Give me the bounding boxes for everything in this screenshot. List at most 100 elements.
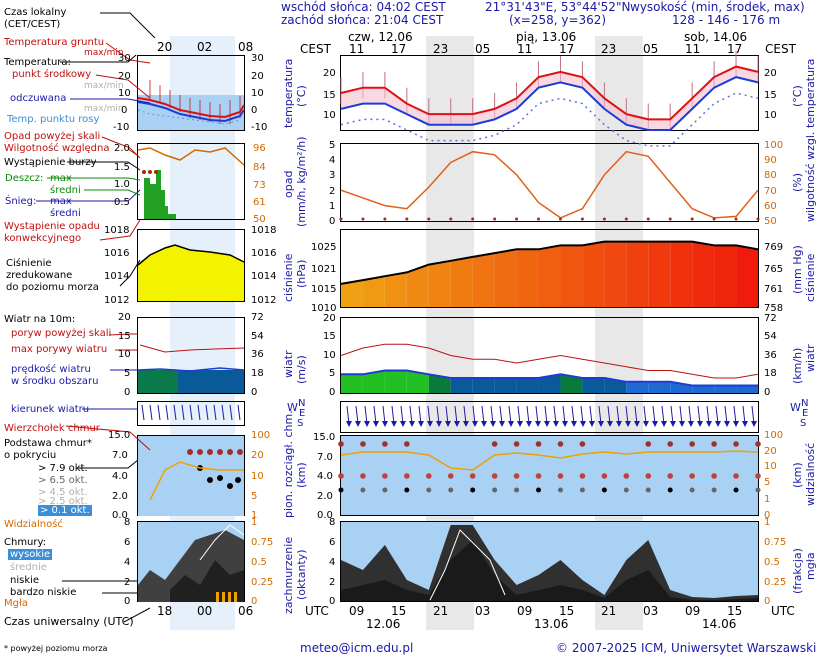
vis-axis-label: widzialność [804, 442, 817, 506]
legend-okt01: > 0.1 okt. [38, 505, 92, 516]
legend-felt: odczuwana [10, 93, 67, 104]
press-left-1: 1021 [311, 264, 337, 275]
prec-left-4: 1 [329, 201, 336, 212]
precip-point [558, 217, 562, 221]
temp-max-line [340, 65, 759, 121]
pressure-band [450, 256, 473, 307]
wind-arrow-head [598, 421, 604, 427]
prec-right-2: 80 [764, 170, 777, 181]
wind-arrow-head [589, 421, 595, 427]
compass-w-right: W [790, 401, 801, 414]
pressure-band [560, 245, 583, 307]
cov-left-2: 4 [329, 557, 336, 568]
wind-panel [340, 343, 759, 393]
wind-arrow-head [715, 421, 721, 427]
wind-arrow-head [400, 421, 406, 427]
pv-cloud-l0: 15.0 [108, 430, 131, 441]
temp-left-0: 20 [323, 68, 336, 79]
pressure-band [428, 260, 451, 307]
precip-point [339, 217, 343, 221]
legend-convective2: konwekcyjnego [4, 233, 82, 244]
pv-wind-l2: 10 [118, 349, 131, 360]
pv-press-r1: 1016 [251, 248, 277, 259]
wind-speed-band [494, 378, 517, 393]
pv-prec-r4: 50 [253, 214, 266, 225]
pv-wind-l0: 20 [118, 312, 131, 323]
hour-local-label: 05 [475, 42, 491, 56]
cloud-top-dot [513, 441, 520, 447]
visibility-line [340, 450, 759, 471]
legend-precip-over: Opad powyżej skali [4, 131, 101, 142]
temp-left-2: 10 [323, 110, 336, 121]
legend-clouds: Chmury: [4, 537, 47, 548]
pv-cloud-l2: 4.0 [112, 471, 128, 482]
pressure-band [384, 272, 407, 307]
wind-arrow-head [472, 421, 478, 427]
day-bottom-3: 14.06 [702, 617, 737, 631]
wind-speed-band [736, 385, 758, 393]
wind-right-4: 0 [764, 387, 771, 398]
compass-w-left: W [287, 401, 298, 414]
legend-gust-over: poryw powyżej skali [11, 328, 112, 339]
pv-press-l2: 1014 [104, 271, 130, 282]
pv-cov-l3: 2 [124, 577, 131, 588]
cloud-base-dot [448, 487, 454, 493]
prec-left-5: 0 [329, 216, 336, 227]
cloud-base-dot [492, 487, 498, 493]
precip-point [734, 217, 738, 221]
cloud-base-dot [689, 487, 695, 493]
prec-left-1: 4 [329, 155, 336, 166]
hour-utc-label: 09 [349, 604, 365, 618]
legend-temperature: Temperatura: [4, 57, 71, 68]
press-axis-label-right: ciśnienie [804, 253, 817, 302]
legend-felt-sub: max/min [84, 104, 124, 114]
fog-fraction-line [429, 529, 506, 601]
legend-snow-mean: średni [50, 208, 81, 219]
pv-temp-r3: 0 [251, 105, 258, 116]
pv-cloud-l3: 2.0 [112, 491, 128, 502]
cloud-base-dot [514, 487, 520, 493]
legend-mid-point: punkt środkowy [12, 69, 92, 80]
cloud-top-dot [535, 441, 542, 447]
cloud-base-dot [447, 473, 454, 479]
wind-axis-unit: (m/s) [295, 355, 308, 384]
wind-arrow-head [571, 421, 577, 427]
pv-cloud-r0: 100 [251, 430, 271, 441]
precip-point [602, 217, 606, 221]
wind-speed-band [472, 378, 495, 393]
pv-temp-r0: 30 [251, 53, 264, 64]
cloud-left-2: 4.0 [317, 471, 333, 482]
legend-wind-dir: kierunek wiatru [11, 404, 90, 415]
cloud-base-dot [425, 473, 432, 479]
day-bottom-2: 13.06 [534, 617, 569, 631]
wind-arrow-head [391, 421, 397, 427]
cloud-right-1: 20 [764, 446, 777, 457]
cloud-axis-label: pion. rozciągł. chm. [282, 410, 295, 518]
wind-speed-band [692, 385, 715, 393]
pv-cloud-l4: 0.0 [112, 510, 128, 521]
wind-arrow-head [355, 421, 361, 427]
preview-tick-top-2: 02 [197, 40, 213, 54]
wind-left-0: 20 [323, 313, 336, 324]
cloud-top-dot [755, 441, 761, 447]
compass-s-left: S [297, 418, 304, 429]
cloud-base-dot [711, 487, 717, 493]
cloud-base-dot [579, 473, 586, 479]
footer-email[interactable]: meteo@icm.edu.pl [300, 641, 414, 655]
pv-press-r0: 1018 [251, 225, 277, 236]
utc-left: UTC [305, 604, 329, 618]
height-label: wysokość (min, środek, max) [630, 0, 805, 14]
wind-arrow-head [643, 421, 649, 427]
wind-right-0: 72 [764, 313, 777, 324]
cloud-left-4: 0.0 [317, 510, 333, 521]
temp-axis-unit-right: (°C) [791, 85, 804, 107]
legend-wind-speed: prędkość wiatru [11, 364, 91, 375]
fog-axis-label: mgła [804, 552, 817, 580]
cloud-base-dot [404, 487, 410, 493]
pv-temp-r4: -10 [251, 122, 268, 133]
cloud-base-dot [645, 473, 652, 479]
wind-arrow-head [346, 421, 352, 427]
legend-cloud-top: Wierzchołek chmur [4, 423, 100, 434]
pv-cloud-r2: 10 [251, 471, 264, 482]
